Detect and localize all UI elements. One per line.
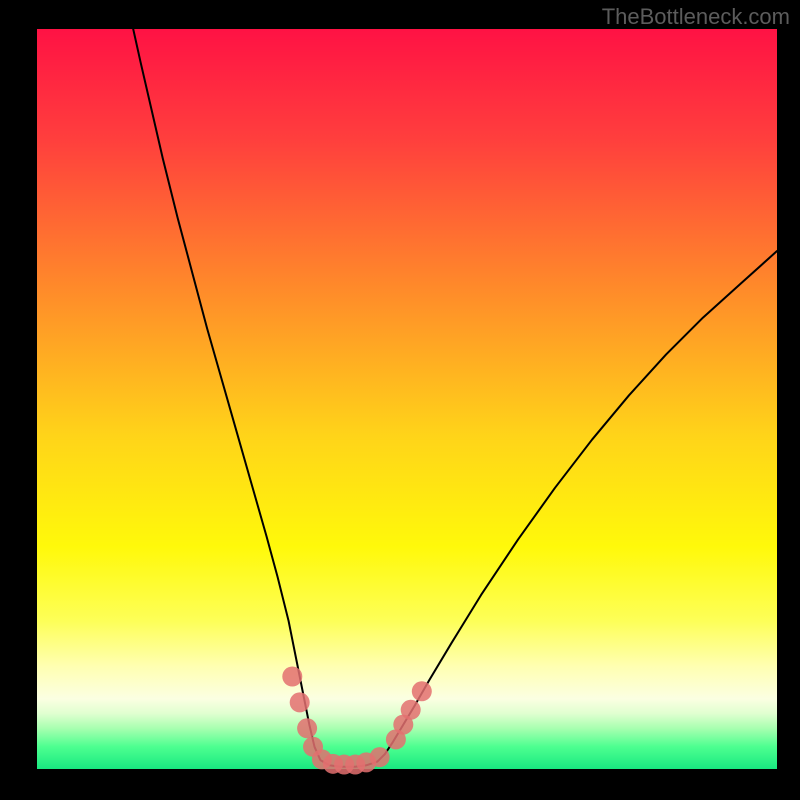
data-marker [290, 692, 310, 712]
data-marker [282, 667, 302, 687]
data-marker [412, 681, 432, 701]
gradient-background [37, 29, 777, 769]
data-marker [297, 718, 317, 738]
data-marker [370, 747, 390, 767]
chart-frame: TheBottleneck.com [0, 0, 800, 800]
bottleneck-chart [0, 0, 800, 800]
data-marker [401, 700, 421, 720]
